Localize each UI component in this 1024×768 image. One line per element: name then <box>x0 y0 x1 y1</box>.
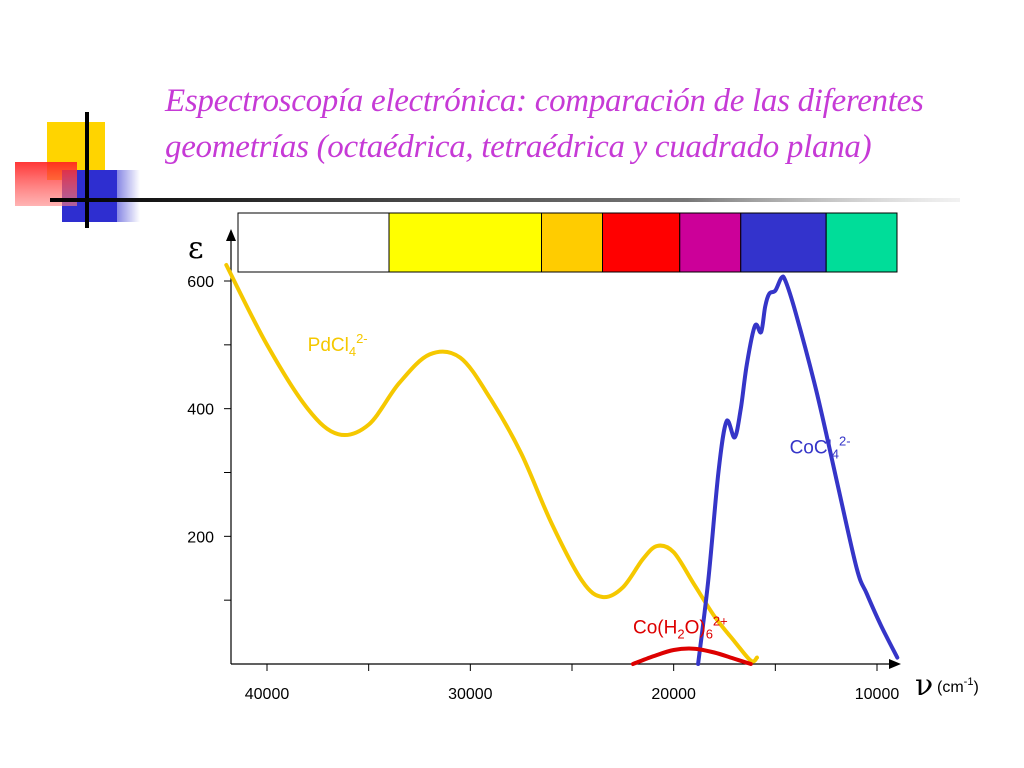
color-band-segment-4 <box>602 212 681 273</box>
color-band-segment-2 <box>388 212 542 273</box>
x-tick-label: 10000 <box>855 686 900 703</box>
series-line-pdcl4 <box>224 263 759 664</box>
slide-title: Espectroscopía electrónica: comparación … <box>165 78 1015 170</box>
x-axis-unit: (cm-1) <box>937 676 979 696</box>
color-band-segment-3 <box>541 212 603 273</box>
title-line-2: geometrías (octaédrica, tetraédrica y cu… <box>165 129 872 165</box>
series-label-cocl4: CoCl42- <box>790 433 851 461</box>
x-tick-label: 20000 <box>651 686 696 703</box>
y-axis-arrow <box>226 229 236 241</box>
title-line-1: Espectroscopía electrónica: comparación … <box>165 83 924 119</box>
horizontal-rule <box>50 198 960 202</box>
series-line-co-h2o6 <box>631 646 753 666</box>
decorative-squares <box>15 112 960 228</box>
x-tick-label: 30000 <box>448 686 493 703</box>
blue-fade-square <box>100 170 140 222</box>
color-band-segment-6 <box>740 212 827 273</box>
vertical-bar <box>85 112 89 228</box>
y-axis-label: ε <box>188 231 204 266</box>
y-tick-label: 600 <box>187 274 214 291</box>
y-tick-label: 400 <box>187 402 214 419</box>
color-band-segment-1 <box>237 212 390 273</box>
x-tick-label: 40000 <box>245 686 290 703</box>
y-tick-label: 200 <box>187 529 214 546</box>
color-band <box>237 212 898 273</box>
curves <box>224 263 900 666</box>
series-line-cocl4 <box>696 274 900 666</box>
color-band-segment-5 <box>679 212 742 273</box>
ticks: 40000 30000 20000 10000 200 400 600 <box>187 274 899 703</box>
axes: ε ν (cm-1) <box>188 229 979 703</box>
series-label-co-h2o6: Co(H2O)62+ <box>633 613 728 641</box>
x-axis-label: ν <box>915 668 933 703</box>
x-axis-arrow <box>889 659 901 669</box>
series-labels: PdCl42- CoCl42- Co(H2O)62+ <box>308 331 851 641</box>
series-label-pdcl4: PdCl42- <box>308 331 368 359</box>
color-band-segment-7 <box>825 212 898 273</box>
